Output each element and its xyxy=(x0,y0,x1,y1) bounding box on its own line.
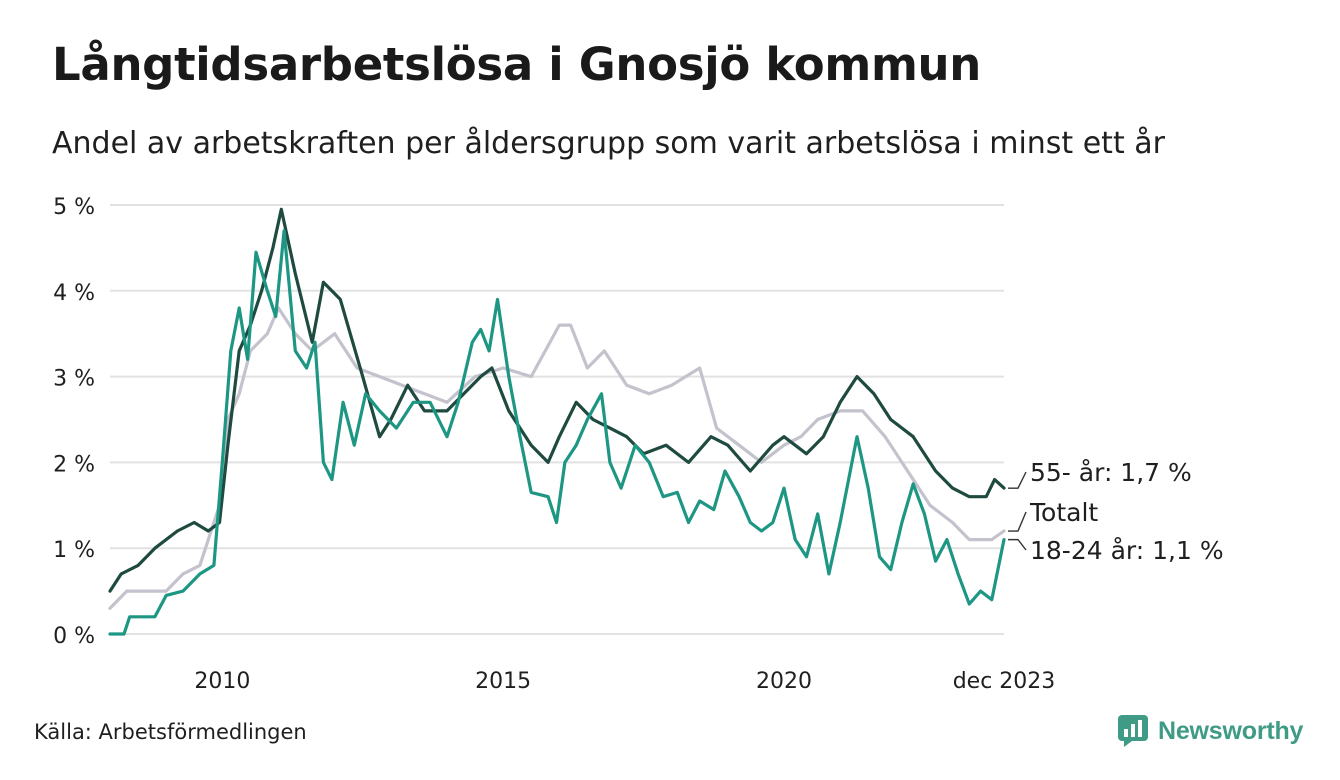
x-tick-label: 2010 xyxy=(194,669,250,694)
chart-subtitle: Andel av arbetskraften per åldersgrupp s… xyxy=(52,126,1165,161)
source-note: Källa: Arbetsförmedlingen xyxy=(34,720,307,744)
label-connector xyxy=(1008,538,1027,551)
series-end-label: 55- år: 1,7 % xyxy=(1030,458,1192,487)
series-end-labels: Totalt 55- år: 1,7 % 18-24 år: 1,1 % xyxy=(1008,458,1224,565)
y-tick-label: 5 % xyxy=(53,195,95,220)
brand-name: Newsworthy xyxy=(1158,716,1304,745)
label-connector xyxy=(1008,471,1027,489)
series-line-s55 xyxy=(108,207,1006,593)
y-tick-label: 2 % xyxy=(53,452,95,477)
label-connector xyxy=(1008,511,1027,532)
y-tick-label: 0 % xyxy=(53,624,95,649)
brand-logo: Newsworthy xyxy=(1118,714,1303,748)
y-tick-label: 3 % xyxy=(53,367,95,392)
newsworthy-logo-icon xyxy=(1118,715,1148,747)
series-lines xyxy=(108,207,1006,636)
series-end-label: Totalt xyxy=(1029,498,1098,527)
y-tick-label: 1 % xyxy=(53,538,95,563)
y-axis-ticks: 0 % 1 % 2 % 3 % 4 % 5 % xyxy=(53,195,95,649)
x-tick-label: dec 2023 xyxy=(953,669,1056,694)
x-axis-ticks: 2010 2015 2020 dec 2023 xyxy=(194,669,1055,694)
y-tick-label: 4 % xyxy=(53,281,95,306)
chart-title: Långtidsarbetslösa i Gnosjö kommun xyxy=(52,38,982,91)
series-line-total xyxy=(108,306,1006,610)
series-line-s1824 xyxy=(108,229,1006,636)
x-tick-label: 2015 xyxy=(475,669,531,694)
x-tick-label: 2020 xyxy=(756,669,812,694)
series-end-label: 18-24 år: 1,1 % xyxy=(1030,536,1224,565)
gridlines xyxy=(110,204,1004,635)
line-chart: 0 %1 %2 %3 %4 %5 % 2010 2015 2020 dec 2023 … xyxy=(53,195,1224,694)
